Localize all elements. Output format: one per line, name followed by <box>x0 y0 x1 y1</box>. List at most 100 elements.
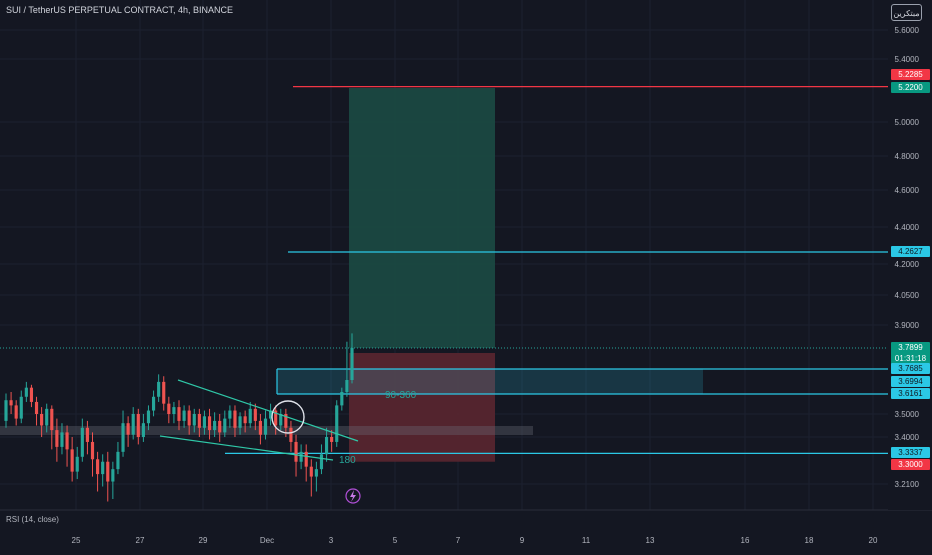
candle[interactable] <box>19 390 23 424</box>
price-label[interactable]: 3.7899 01:31:18 <box>891 342 930 364</box>
candle[interactable] <box>90 432 95 477</box>
candle[interactable] <box>101 454 105 487</box>
candle[interactable] <box>9 391 13 414</box>
candle[interactable] <box>136 408 140 445</box>
time-tick-label: 9 <box>520 536 525 545</box>
candle[interactable] <box>187 405 191 435</box>
candle[interactable] <box>60 423 64 455</box>
time-tick-label: 27 <box>136 536 145 545</box>
candle[interactable] <box>157 374 161 402</box>
candle[interactable] <box>340 387 344 411</box>
level-lines <box>0 85 888 455</box>
price-label[interactable]: 5.2285 <box>891 69 930 80</box>
trendline-lower[interactable] <box>159 435 334 461</box>
candle[interactable] <box>14 400 18 426</box>
candle[interactable] <box>279 408 283 431</box>
candle[interactable] <box>4 393 8 428</box>
candle[interactable] <box>126 416 130 447</box>
candle[interactable] <box>304 444 308 482</box>
candle[interactable] <box>294 434 298 477</box>
candle[interactable] <box>121 410 125 457</box>
candle[interactable] <box>50 405 54 450</box>
candle[interactable] <box>248 401 252 428</box>
candle[interactable] <box>350 333 354 384</box>
candle[interactable] <box>258 414 262 445</box>
candle[interactable] <box>263 410 268 440</box>
price-tick-label: 5.0000 <box>895 118 920 127</box>
candle[interactable] <box>218 414 222 442</box>
rsi-indicator-label[interactable]: RSI (14, close) <box>6 515 59 524</box>
candle[interactable] <box>177 400 181 431</box>
candle[interactable] <box>151 390 156 417</box>
candle[interactable] <box>253 403 257 431</box>
candle[interactable] <box>238 412 242 435</box>
candle[interactable] <box>75 446 79 480</box>
candle[interactable] <box>85 420 89 455</box>
candle[interactable] <box>65 425 69 467</box>
candle[interactable] <box>335 400 339 447</box>
candle[interactable] <box>40 407 44 437</box>
candle[interactable] <box>96 451 100 492</box>
lightning-icon[interactable] <box>345 488 361 504</box>
time-tick-label: 11 <box>582 536 591 545</box>
candle[interactable] <box>131 407 135 440</box>
demand-zone[interactable] <box>277 369 703 394</box>
candle[interactable] <box>299 444 303 470</box>
price-label[interactable]: 3.3000 <box>891 459 930 470</box>
candle[interactable] <box>223 410 227 437</box>
candle[interactable] <box>80 418 84 462</box>
chart-title: SUI / TetherUS PERPETUAL CONTRACT, 4h, B… <box>6 5 234 15</box>
target-zone[interactable] <box>349 88 495 348</box>
candle[interactable] <box>45 403 49 433</box>
candle[interactable] <box>106 451 110 502</box>
candle[interactable] <box>70 437 74 482</box>
candle[interactable] <box>228 405 232 428</box>
candle[interactable] <box>345 341 349 397</box>
candle[interactable] <box>55 418 59 462</box>
candle[interactable] <box>172 401 176 424</box>
candle[interactable] <box>24 381 28 402</box>
candle[interactable] <box>213 412 217 437</box>
trendline-upper[interactable] <box>177 379 359 442</box>
time-axis[interactable]: 25 27 29 Dec 3 5 7 9 11 13 16 18 20 <box>72 536 878 545</box>
stop-zone[interactable] <box>349 353 495 462</box>
price-label[interactable]: 3.6161 <box>891 388 930 399</box>
candle[interactable] <box>192 408 196 433</box>
candle[interactable] <box>141 414 145 442</box>
candle[interactable] <box>182 405 186 428</box>
candle[interactable] <box>324 427 329 462</box>
candle[interactable] <box>202 410 207 435</box>
price-label-text: 4.2627 <box>898 247 923 256</box>
candle[interactable] <box>162 376 166 411</box>
breakout-circle[interactable] <box>271 400 305 434</box>
price-label[interactable]: 3.7685 <box>891 363 930 374</box>
candle[interactable] <box>319 444 324 475</box>
price-label[interactable]: 4.2627 <box>891 246 930 257</box>
candle[interactable] <box>111 461 115 499</box>
candle[interactable] <box>167 396 171 424</box>
price-label-text: 5.2200 <box>898 83 923 92</box>
price-axis[interactable]: 5.6000 5.4000 5.0000 4.8000 4.6000 4.4000 4.20… <box>888 0 932 510</box>
price-label[interactable]: 3.3337 <box>891 447 930 458</box>
price-label[interactable]: 3.6994 <box>891 376 930 387</box>
candle[interactable] <box>269 403 273 426</box>
brand-badge[interactable]: مبتكرين <box>891 4 922 21</box>
candle[interactable] <box>243 410 247 433</box>
candle[interactable] <box>314 461 318 492</box>
candle[interactable] <box>116 441 120 475</box>
candle[interactable] <box>309 459 313 497</box>
price-tick-label: 3.4000 <box>895 433 920 442</box>
candle[interactable] <box>207 408 212 440</box>
candle[interactable] <box>197 408 201 437</box>
candle[interactable] <box>233 405 237 437</box>
candle[interactable] <box>34 396 39 426</box>
candle[interactable] <box>330 430 334 452</box>
candle[interactable] <box>289 420 293 452</box>
price-label[interactable]: 5.2200 <box>891 82 930 93</box>
price-tick-label: 4.6000 <box>895 186 920 195</box>
candle[interactable] <box>29 384 34 408</box>
candle[interactable] <box>146 405 151 431</box>
time-tick-label: 29 <box>199 536 208 545</box>
candle[interactable] <box>274 405 278 435</box>
